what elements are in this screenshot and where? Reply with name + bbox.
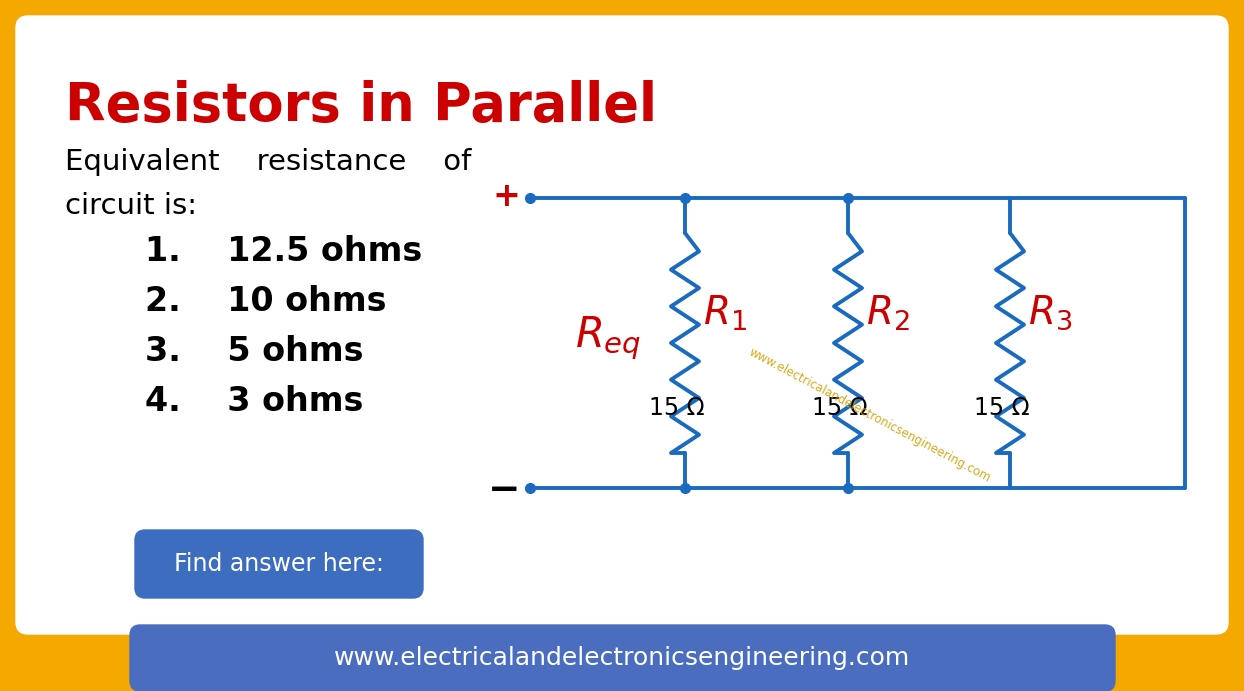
Text: www.electricalandelectronicsengineering.com: www.electricalandelectronicsengineering.… [335, 646, 911, 670]
FancyBboxPatch shape [136, 530, 423, 598]
Text: Find answer here:: Find answer here: [174, 552, 384, 576]
Text: 4.    3 ohms: 4. 3 ohms [146, 385, 363, 418]
Text: 15 Ω: 15 Ω [812, 396, 868, 420]
Text: 1.    12.5 ohms: 1. 12.5 ohms [146, 235, 422, 268]
Text: Equivalent    resistance    of: Equivalent resistance of [65, 148, 471, 176]
Text: circuit is:: circuit is: [65, 192, 197, 220]
Text: $R_1$: $R_1$ [703, 294, 746, 332]
Text: −: − [488, 471, 520, 509]
Text: 3.    5 ohms: 3. 5 ohms [146, 335, 363, 368]
Text: 15 Ω: 15 Ω [974, 396, 1030, 420]
Text: Resistors in Parallel: Resistors in Parallel [65, 80, 657, 132]
Text: +: + [493, 180, 520, 213]
Text: 2.    10 ohms: 2. 10 ohms [146, 285, 387, 318]
FancyBboxPatch shape [16, 16, 1228, 634]
Text: $R_3$: $R_3$ [1028, 294, 1072, 332]
FancyBboxPatch shape [131, 625, 1115, 691]
Text: www.electricalandelectronicsengineering.com: www.electricalandelectronicsengineering.… [746, 346, 993, 484]
Text: $R_2$: $R_2$ [866, 294, 909, 332]
Text: $R_{eq}$: $R_{eq}$ [575, 314, 641, 362]
Text: 15 Ω: 15 Ω [649, 396, 705, 420]
